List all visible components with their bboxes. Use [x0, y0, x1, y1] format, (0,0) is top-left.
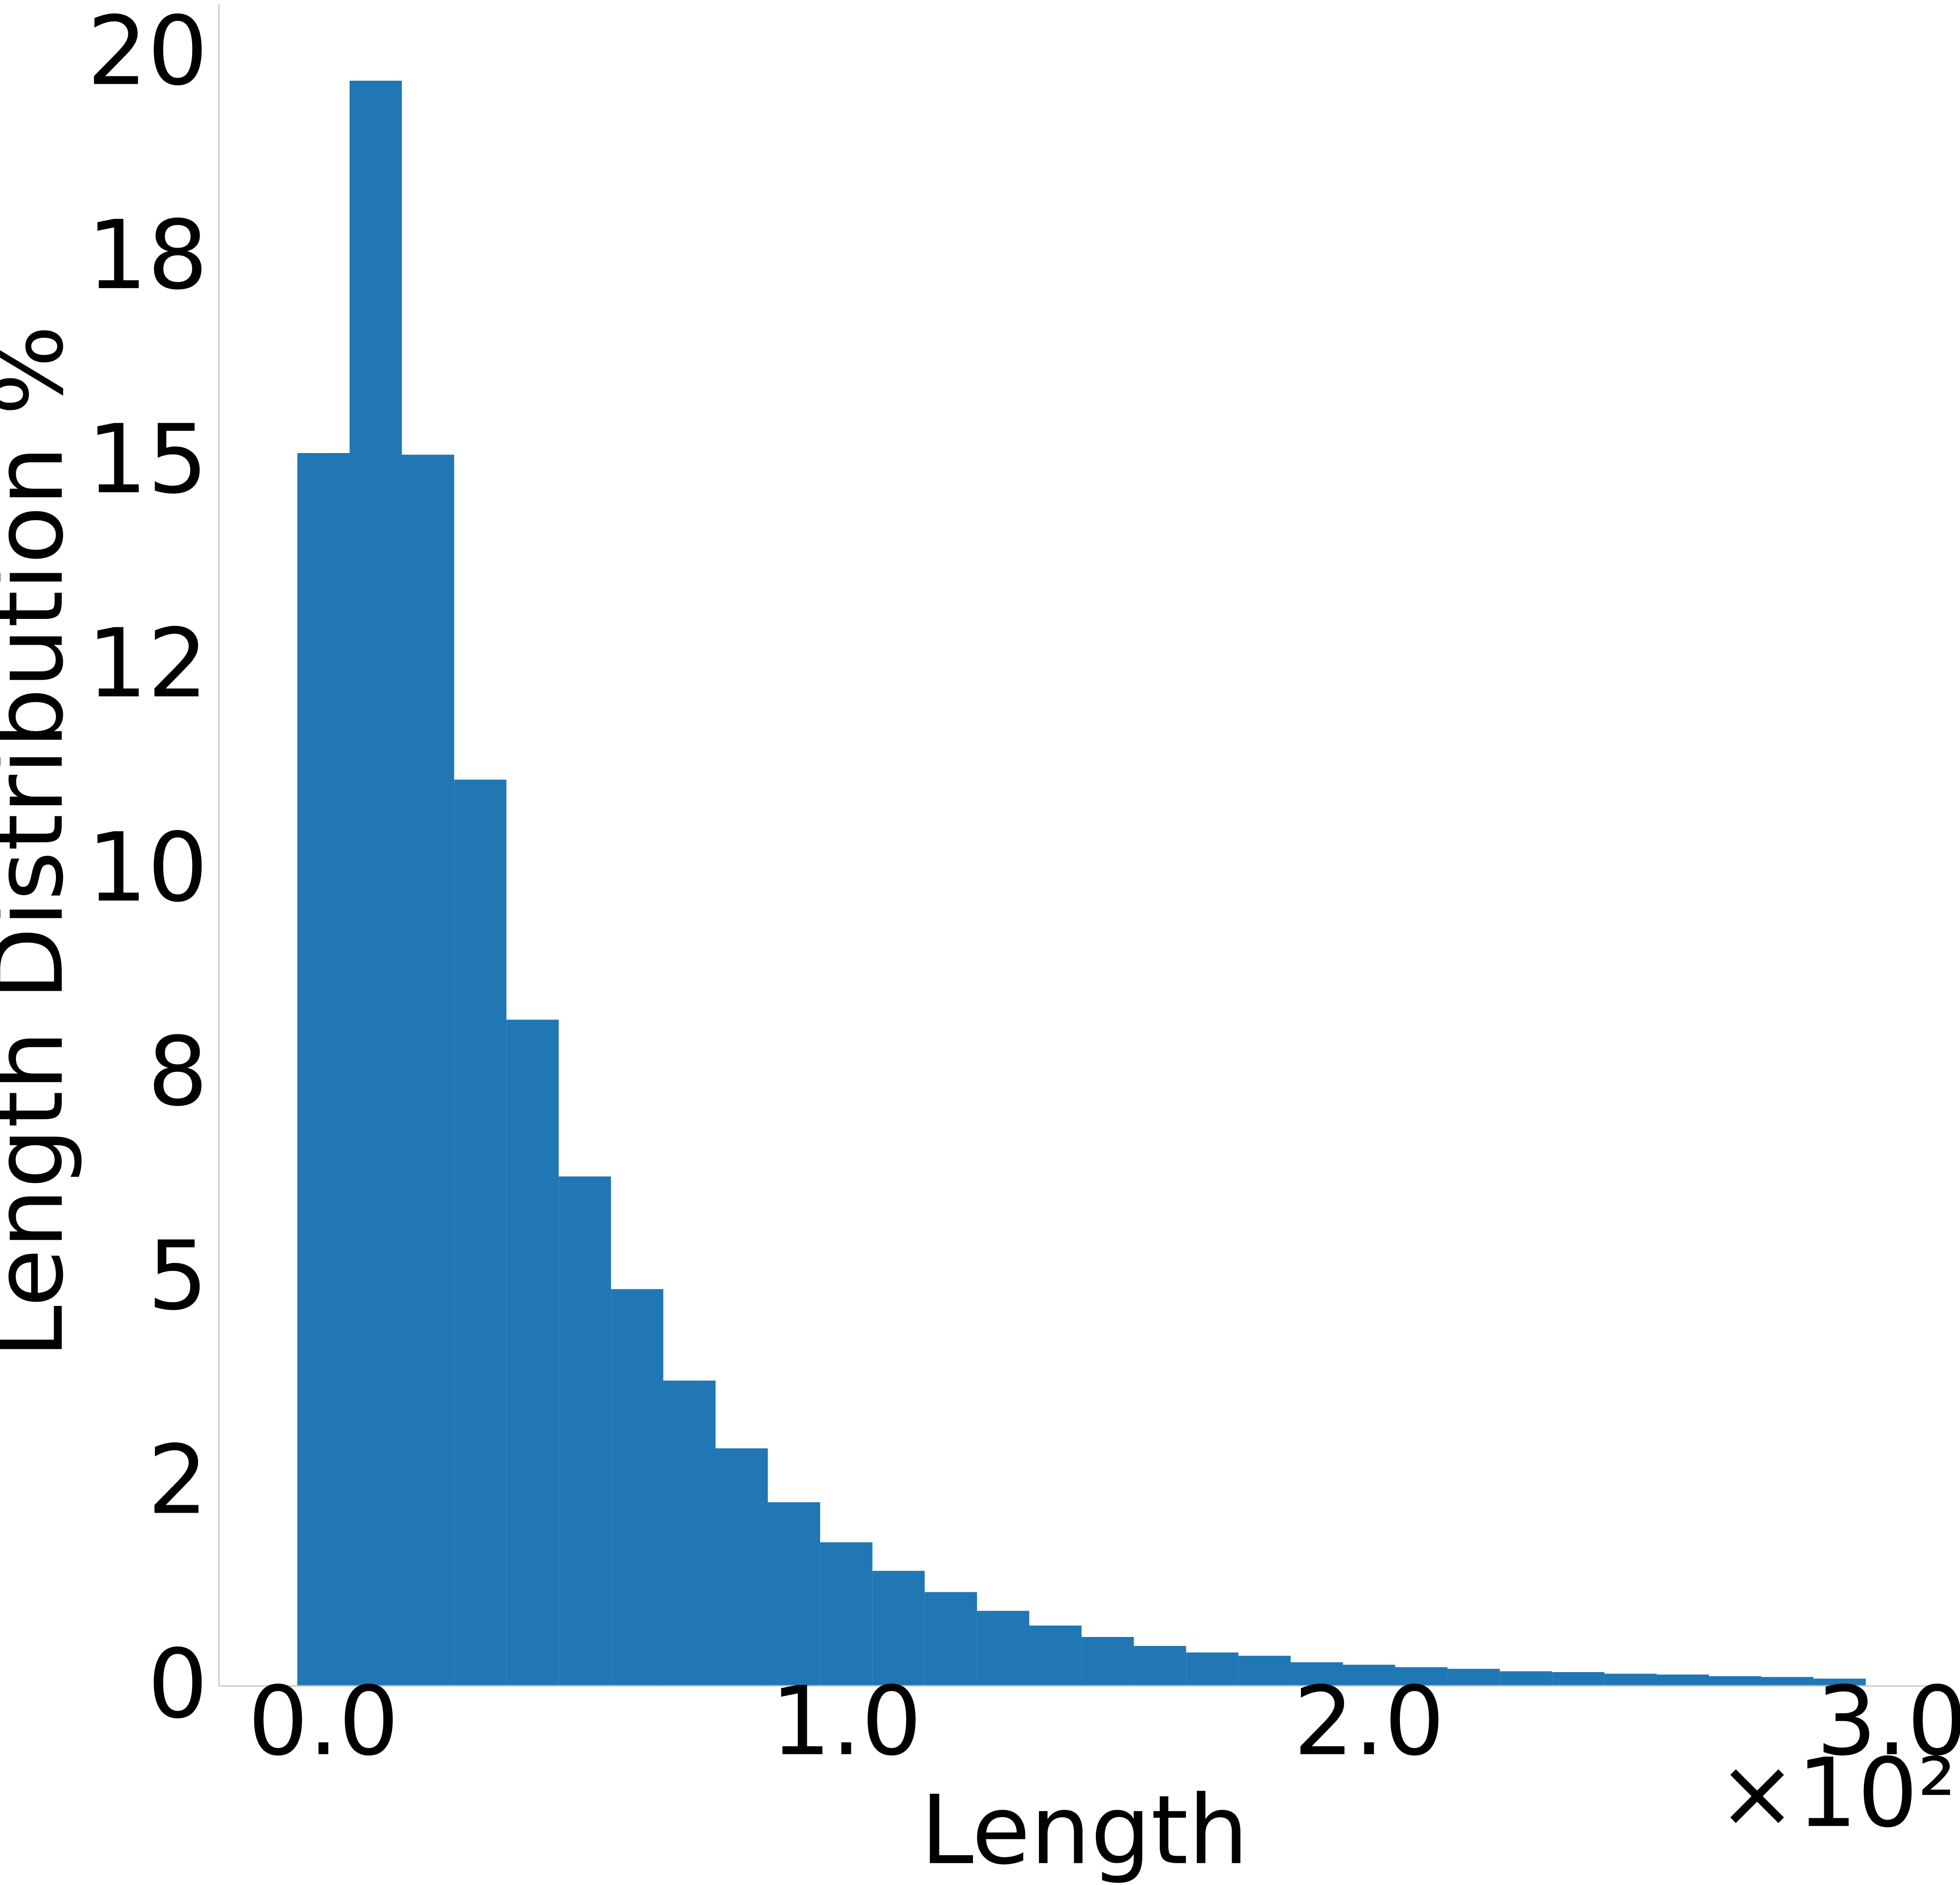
bar — [506, 1019, 559, 1686]
y-tick-label: 20 — [87, 0, 208, 107]
bar — [1395, 1667, 1448, 1686]
bar — [1290, 1662, 1343, 1686]
bar — [1029, 1625, 1082, 1686]
bar — [454, 779, 507, 1686]
x-axis-label: Length — [921, 1776, 1248, 1885]
bar — [820, 1542, 873, 1686]
x-offset-label: ×10² — [1717, 1738, 1956, 1849]
bar — [611, 1289, 664, 1686]
bar — [1342, 1665, 1395, 1686]
bar — [1604, 1674, 1657, 1686]
bar — [1813, 1679, 1866, 1686]
bar — [1552, 1672, 1604, 1686]
bar — [1761, 1677, 1814, 1686]
bar — [663, 1380, 716, 1686]
x-tick-label: 0.0 — [248, 1667, 399, 1777]
bar — [1134, 1646, 1186, 1686]
bar — [1186, 1652, 1238, 1686]
bar — [402, 455, 455, 1686]
bar — [1447, 1669, 1500, 1686]
x-tick-label: 3.0 — [1816, 1667, 1960, 1777]
y-tick-label: 10 — [87, 813, 208, 923]
y-tick-label: 0 — [148, 1630, 208, 1740]
bar — [925, 1592, 977, 1686]
bar — [1656, 1674, 1709, 1686]
bar — [1499, 1671, 1552, 1686]
bar — [559, 1176, 611, 1686]
bar — [349, 81, 402, 1686]
bar — [297, 453, 350, 1686]
bar — [768, 1502, 821, 1686]
bar — [1238, 1655, 1291, 1686]
y-tick-label: 12 — [87, 609, 208, 719]
bar — [977, 1611, 1030, 1686]
y-axis-label: Length Distribution % — [0, 325, 85, 1359]
y-tick-label: 15 — [87, 405, 208, 515]
bar — [716, 1448, 768, 1686]
x-tick-label: 2.0 — [1293, 1667, 1444, 1777]
bar — [1709, 1676, 1761, 1686]
y-tick-label: 18 — [87, 201, 208, 311]
y-tick-label: 8 — [148, 1017, 208, 1127]
bar — [1082, 1637, 1134, 1686]
bar — [872, 1571, 925, 1686]
y-tick-label: 5 — [148, 1221, 208, 1331]
x-tick-label: 1.0 — [771, 1667, 922, 1777]
y-tick-label: 2 — [148, 1425, 208, 1535]
